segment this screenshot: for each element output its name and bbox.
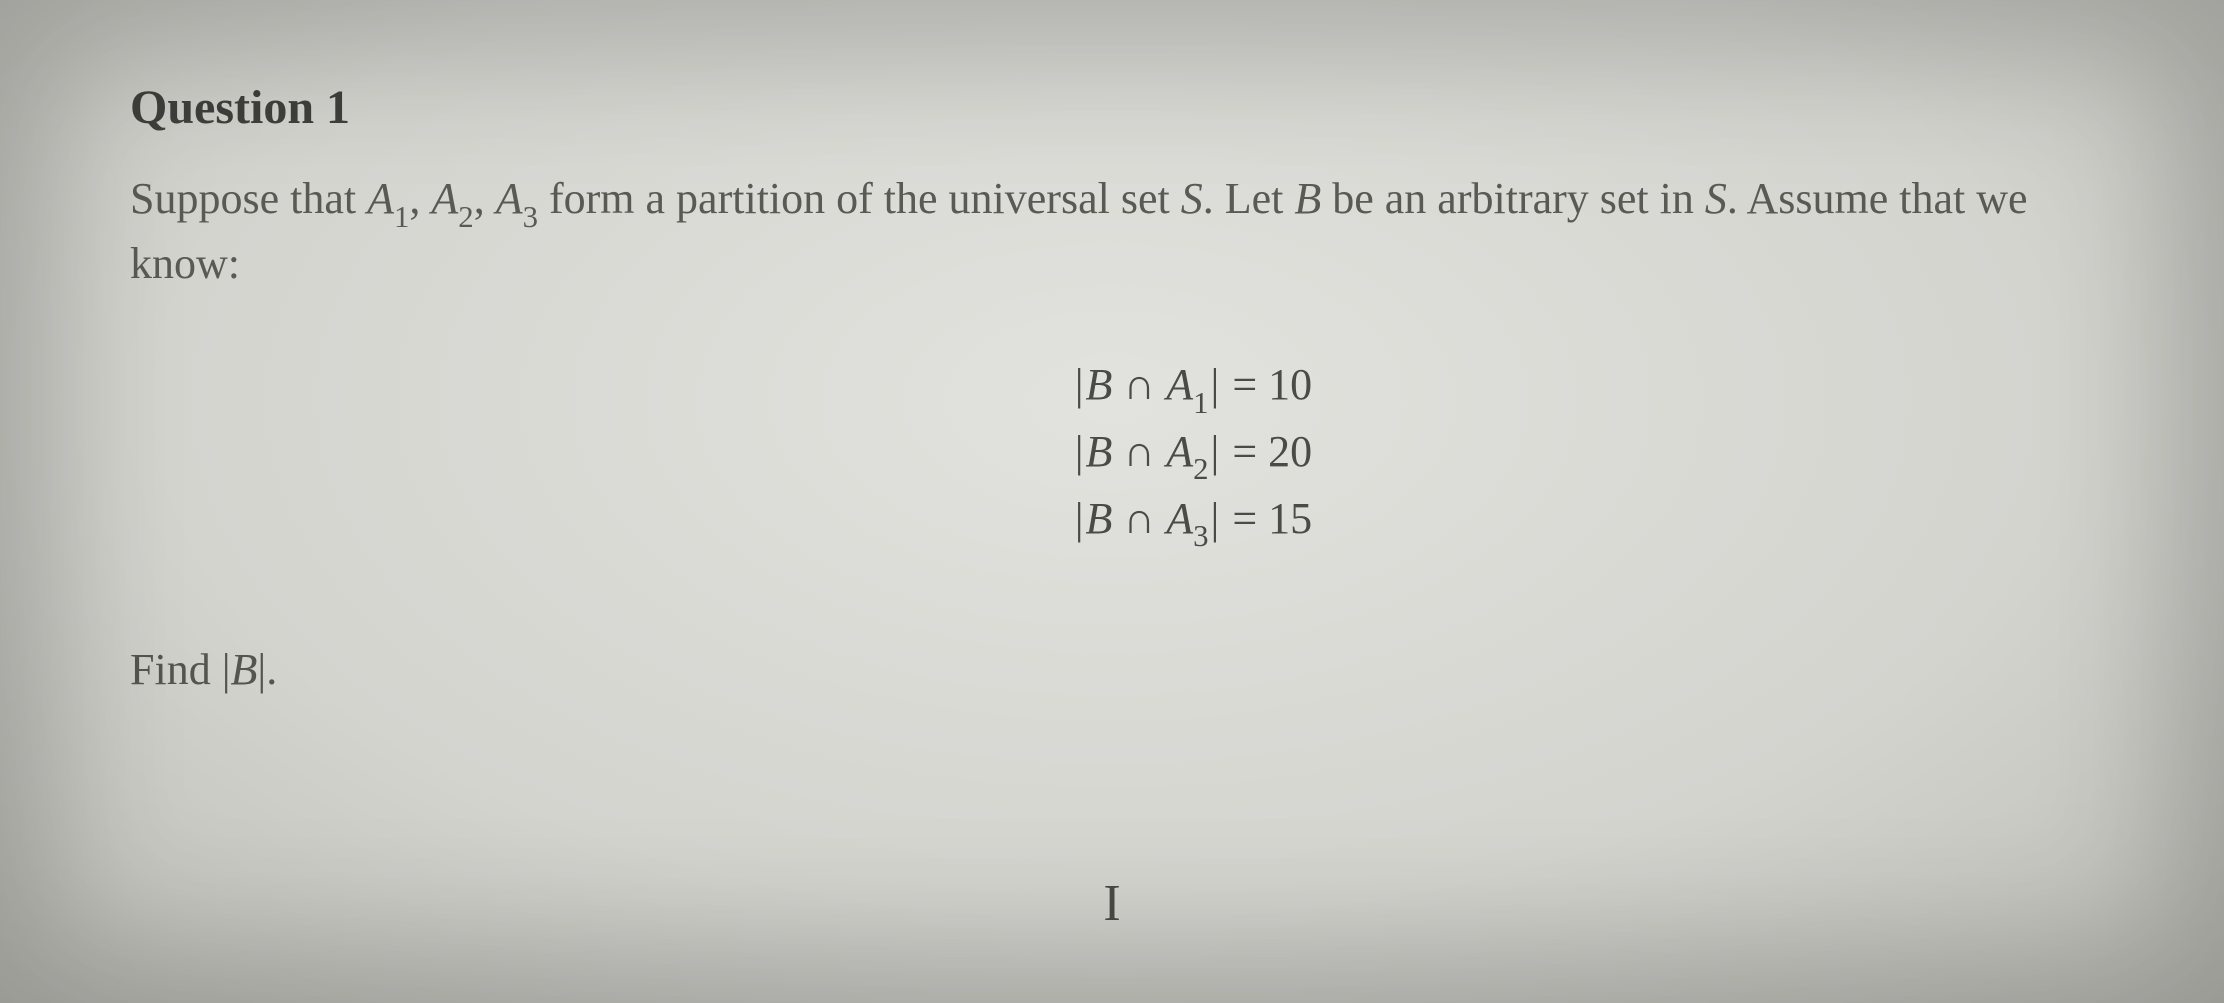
var-a: A (1166, 360, 1193, 409)
var-b: B (1086, 494, 1113, 543)
var-s: S (1181, 174, 1203, 223)
var-a2: A (431, 174, 458, 223)
question-label: Question 1 (130, 80, 2094, 135)
page: Question 1 Suppose that A1, A2, A3 form … (0, 0, 2224, 1003)
equation-line: |B ∩ A2| = 20 (1073, 421, 2094, 488)
var-b: B (1294, 174, 1321, 223)
text: be an arbitrary set in (1321, 174, 1705, 223)
bar-close: | (1209, 421, 1222, 483)
bar-open: | (1073, 488, 1086, 550)
bar-open: | (1073, 421, 1086, 483)
var-s: S (1705, 174, 1727, 223)
rhs-value: 15 (1268, 494, 1312, 543)
period: . (266, 645, 277, 694)
equation-line: |B ∩ A1| = 10 (1073, 354, 2094, 421)
bar-close: | (1209, 488, 1222, 550)
var-b: B (231, 645, 258, 694)
rhs-value: 10 (1268, 360, 1312, 409)
equation-line: |B ∩ A3| = 15 (1073, 488, 2094, 555)
sub-1: 1 (394, 200, 409, 234)
var-b: B (1086, 427, 1113, 476)
equals: = (1221, 427, 1268, 476)
text: form a partition of the universal set (538, 174, 1181, 223)
sub: 3 (1193, 519, 1208, 553)
comma: , (474, 174, 496, 223)
var-a: A (1166, 494, 1193, 543)
sub: 1 (1193, 386, 1208, 420)
bar-close: | (1209, 354, 1222, 416)
comma: , (409, 174, 431, 223)
cap-symbol: ∩ (1123, 360, 1155, 409)
equals: = (1221, 494, 1268, 543)
equation-block: |B ∩ A1| = 10 |B ∩ A2| = 20 |B ∩ A3| = 1… (130, 354, 2094, 555)
text: . Let (1203, 174, 1295, 223)
bar-open: | (1073, 354, 1086, 416)
var-b: B (1086, 360, 1113, 409)
sub: 2 (1193, 452, 1208, 486)
text: Suppose that (130, 174, 367, 223)
cap-symbol: ∩ (1123, 427, 1155, 476)
equals: = (1221, 360, 1268, 409)
text-cursor-icon: I (1103, 874, 1120, 933)
find-prefix: Find (130, 645, 222, 694)
sub-2: 2 (458, 200, 473, 234)
var-a: A (1166, 427, 1193, 476)
var-a3: A (496, 174, 523, 223)
cap-symbol: ∩ (1123, 494, 1155, 543)
rhs-value: 20 (1268, 427, 1312, 476)
question-text: Suppose that A1, A2, A3 form a partition… (130, 169, 2094, 294)
bar-open: | (222, 645, 231, 694)
sub-3: 3 (523, 200, 538, 234)
var-a1: A (367, 174, 394, 223)
bar-close: | (257, 645, 266, 694)
find-line: Find |B|. (130, 644, 2094, 695)
